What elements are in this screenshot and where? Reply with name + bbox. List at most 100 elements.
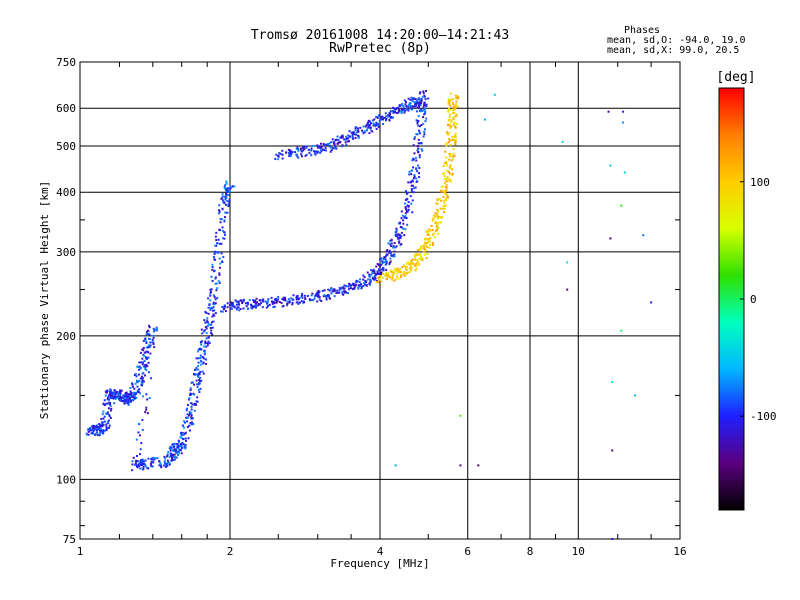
echo-point: [418, 154, 421, 157]
echo-point: [195, 383, 198, 386]
echo-point: [352, 137, 355, 140]
echo-point: [131, 398, 134, 401]
echo-point: [199, 354, 202, 357]
echo-point: [218, 242, 221, 245]
y-tick-label: 100: [56, 473, 76, 486]
echo-point: [453, 135, 456, 138]
echo-point: [409, 264, 412, 267]
echo-point: [90, 428, 93, 431]
echo-point: [137, 460, 140, 463]
echo-point: [389, 269, 392, 272]
echo-point: [95, 429, 98, 432]
echo-point: [454, 141, 457, 144]
echo-point: [368, 120, 371, 123]
echo-point: [419, 99, 422, 102]
echo-point: [266, 300, 269, 303]
echo-point: [415, 100, 418, 103]
echo-point: [377, 264, 380, 267]
echo-point: [181, 424, 184, 427]
echo-point: [218, 266, 221, 269]
echo-point: [129, 400, 132, 403]
echo-point: [255, 302, 258, 305]
echo-point: [188, 410, 191, 413]
echo-point: [402, 273, 405, 276]
echo-point: [211, 268, 214, 271]
echo-point: [425, 105, 428, 108]
echo-point: [423, 108, 426, 111]
echo-point: [420, 98, 423, 101]
echo-point: [392, 111, 395, 114]
echo-point: [398, 110, 401, 113]
echo-point: [454, 125, 457, 128]
echo-point: [431, 243, 434, 246]
echo-point: [124, 392, 127, 395]
echo-point: [210, 288, 213, 291]
echo-point: [198, 379, 201, 382]
echo-point: [241, 300, 244, 303]
trace-o-main: [220, 89, 430, 313]
echo-point: [420, 124, 423, 127]
echo-point: [452, 98, 455, 101]
echo-point: [333, 142, 336, 145]
echo-point: [388, 261, 391, 264]
echo-point: [197, 368, 200, 371]
echo-point: [190, 416, 193, 419]
echo-point: [175, 449, 178, 452]
echo-point: [141, 348, 144, 351]
echo-point: [209, 306, 212, 309]
echo-point: [389, 276, 392, 279]
echo-point: [290, 150, 293, 153]
echo-point: [106, 389, 109, 392]
grid-lines: [80, 62, 680, 539]
echo-point: [197, 374, 200, 377]
echo-point: [197, 357, 200, 360]
echo-point: [134, 373, 137, 376]
echo-point: [286, 304, 289, 307]
echo-point: [126, 402, 129, 405]
echo-point: [447, 110, 450, 113]
echo-point: [404, 265, 407, 268]
echo-point: [455, 106, 458, 109]
echo-point: [319, 147, 322, 150]
echo-point: [365, 129, 368, 132]
echo-point: [206, 319, 209, 322]
echo-point: [413, 105, 416, 108]
echo-point: [95, 426, 98, 429]
echo-point: [391, 254, 394, 257]
echo-point: [231, 301, 234, 304]
echo-point: [173, 450, 176, 453]
echo-point: [418, 166, 421, 169]
echo-point: [186, 420, 189, 423]
phases-o-stats: mean, sd,O: -94.0, 19.0: [607, 35, 745, 46]
echo-point: [449, 124, 452, 127]
echo-point: [362, 278, 365, 281]
echo-point: [164, 457, 167, 460]
echo-point: [222, 256, 225, 259]
echo-point: [448, 102, 451, 105]
echo-point: [108, 413, 111, 416]
echo-point: [335, 291, 338, 294]
echo-point: [210, 275, 213, 278]
echo-point: [148, 324, 151, 327]
echo-point: [400, 111, 403, 114]
echo-point: [356, 134, 359, 137]
echo-point: [118, 399, 121, 402]
echo-point: [406, 262, 409, 265]
echo-point: [424, 241, 427, 244]
echo-point: [277, 155, 280, 158]
echo-point: [380, 271, 383, 274]
echo-point: [388, 249, 391, 252]
echo-point: [455, 113, 458, 116]
echo-point: [258, 303, 261, 306]
echo-point: [218, 281, 221, 284]
echo-point: [142, 462, 145, 465]
echo-point: [224, 203, 227, 206]
echo-point: [426, 241, 429, 244]
echo-point: [334, 289, 337, 292]
echo-point: [277, 298, 280, 301]
echo-point: [186, 404, 189, 407]
echo-point: [134, 459, 137, 462]
echo-point: [451, 135, 454, 138]
echo-point: [180, 431, 183, 434]
echo-point: [253, 301, 256, 304]
